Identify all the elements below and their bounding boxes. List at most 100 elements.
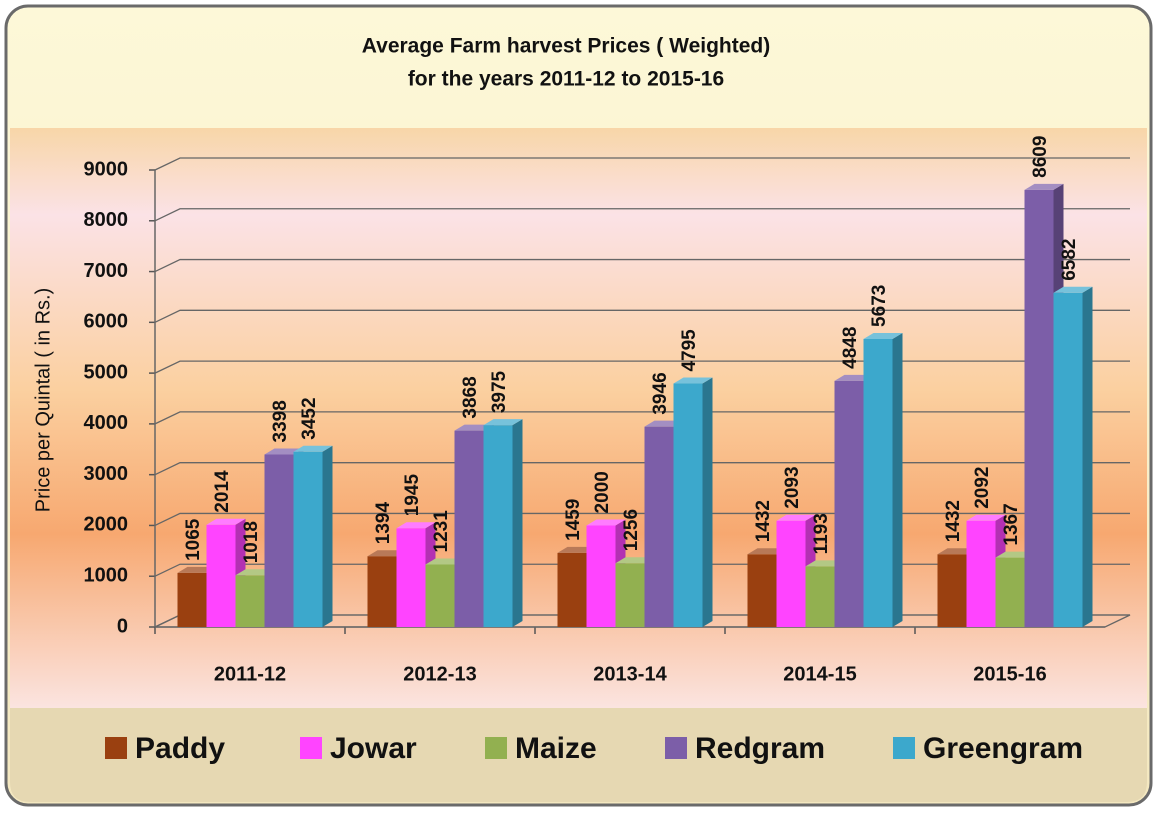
y-tick-label: 8000 xyxy=(84,209,129,231)
bar xyxy=(673,383,703,627)
grid-line xyxy=(154,462,1130,476)
bar xyxy=(367,556,397,627)
bar xyxy=(264,454,294,627)
value-label: 4795 xyxy=(679,329,700,372)
bar-side xyxy=(512,419,523,627)
bar xyxy=(644,426,674,627)
grid-line xyxy=(154,258,1130,273)
grid-line xyxy=(154,208,1130,222)
grid-line xyxy=(154,512,1130,527)
bar-top xyxy=(206,518,246,525)
bar-top xyxy=(396,522,436,529)
bar-top xyxy=(776,514,816,521)
bar-top xyxy=(966,514,1006,521)
y-tick-label: 5000 xyxy=(84,361,129,383)
y-tick-label: 6000 xyxy=(84,311,129,333)
y-tick-label: 0 xyxy=(117,615,128,637)
value-label: 2092 xyxy=(972,466,993,508)
bar xyxy=(937,554,967,627)
x-tick-label: 2013-14 xyxy=(593,663,667,685)
bar xyxy=(1053,292,1083,627)
legend-label: Maize xyxy=(515,732,597,765)
value-label: 3868 xyxy=(460,376,481,418)
x-tick-label: 2014-15 xyxy=(783,663,856,685)
value-label: 1945 xyxy=(402,474,423,517)
bar-side xyxy=(1082,286,1093,627)
bar-top xyxy=(483,419,523,426)
legend-swatch xyxy=(300,737,322,759)
value-label: 2000 xyxy=(592,471,613,513)
bar xyxy=(805,566,835,627)
bar-top xyxy=(1053,286,1093,293)
value-label: 2093 xyxy=(782,466,803,508)
grid-line xyxy=(154,360,1130,374)
legend-swatch xyxy=(105,737,127,759)
bar-top xyxy=(1024,183,1064,190)
value-label: 3452 xyxy=(299,397,320,439)
legend-swatch xyxy=(665,737,687,759)
y-tick-label: 1000 xyxy=(84,565,129,587)
legend-label: Greengram xyxy=(923,732,1083,765)
legend-swatch xyxy=(893,737,915,759)
bar-side xyxy=(892,332,903,627)
bar-top xyxy=(293,445,333,452)
value-label: 4848 xyxy=(840,327,861,369)
grid-line xyxy=(154,411,1130,425)
bar-side xyxy=(322,445,333,627)
bar-top xyxy=(586,519,626,526)
grid-line xyxy=(154,309,1130,323)
y-tick-label: 2000 xyxy=(84,514,129,536)
x-tick-label: 2011-12 xyxy=(214,663,286,685)
value-label: 1018 xyxy=(241,521,262,563)
value-label: 2014 xyxy=(212,470,233,513)
value-label: 8609 xyxy=(1030,136,1051,178)
value-label: 3398 xyxy=(270,400,291,442)
y-tick-label: 3000 xyxy=(84,463,129,485)
value-label: 1256 xyxy=(621,509,642,551)
y-tick-label: 9000 xyxy=(84,158,129,180)
bar xyxy=(177,572,207,627)
value-label: 3975 xyxy=(489,370,510,413)
value-label: 1432 xyxy=(753,500,774,542)
bar xyxy=(834,380,864,627)
value-label: 3946 xyxy=(650,372,671,414)
bar xyxy=(396,528,426,627)
bar xyxy=(425,564,455,627)
legend-swatch xyxy=(485,737,507,759)
value-label: 1231 xyxy=(431,510,452,553)
bar xyxy=(483,425,513,627)
chart-title: Average Farm harvest Prices ( Weighted) xyxy=(362,35,771,58)
bar xyxy=(557,552,587,627)
y-tick-label: 4000 xyxy=(84,412,129,434)
bar xyxy=(863,338,893,627)
legend-label: Jowar xyxy=(330,732,417,765)
value-label: 6582 xyxy=(1059,238,1080,280)
value-label: 1459 xyxy=(563,499,584,541)
legend-label: Paddy xyxy=(135,732,225,765)
bar xyxy=(995,557,1025,627)
bar xyxy=(206,524,236,627)
bar-side xyxy=(702,377,713,627)
bar xyxy=(747,554,777,627)
bar xyxy=(776,520,806,627)
bar-top xyxy=(863,332,903,339)
value-label: 1065 xyxy=(183,518,204,561)
chart-subtitle: for the years 2011-12 to 2015-16 xyxy=(408,68,724,91)
x-tick-label: 2015-16 xyxy=(973,663,1046,685)
y-tick-label: 7000 xyxy=(84,260,129,282)
bar xyxy=(586,525,616,627)
bar xyxy=(293,451,323,627)
bar xyxy=(235,575,265,627)
legend-background xyxy=(10,708,1147,802)
x-tick-label: 2012-13 xyxy=(403,663,476,685)
value-label: 1394 xyxy=(373,502,394,545)
bar xyxy=(454,430,484,627)
bar-top xyxy=(673,377,713,384)
value-label: 5673 xyxy=(869,285,890,327)
bar xyxy=(966,520,996,627)
y-axis-label: Price per Quintal ( in Rs.) xyxy=(32,288,54,513)
value-label: 1367 xyxy=(1001,503,1022,545)
bar xyxy=(1024,189,1054,627)
value-label: 1193 xyxy=(811,513,832,554)
